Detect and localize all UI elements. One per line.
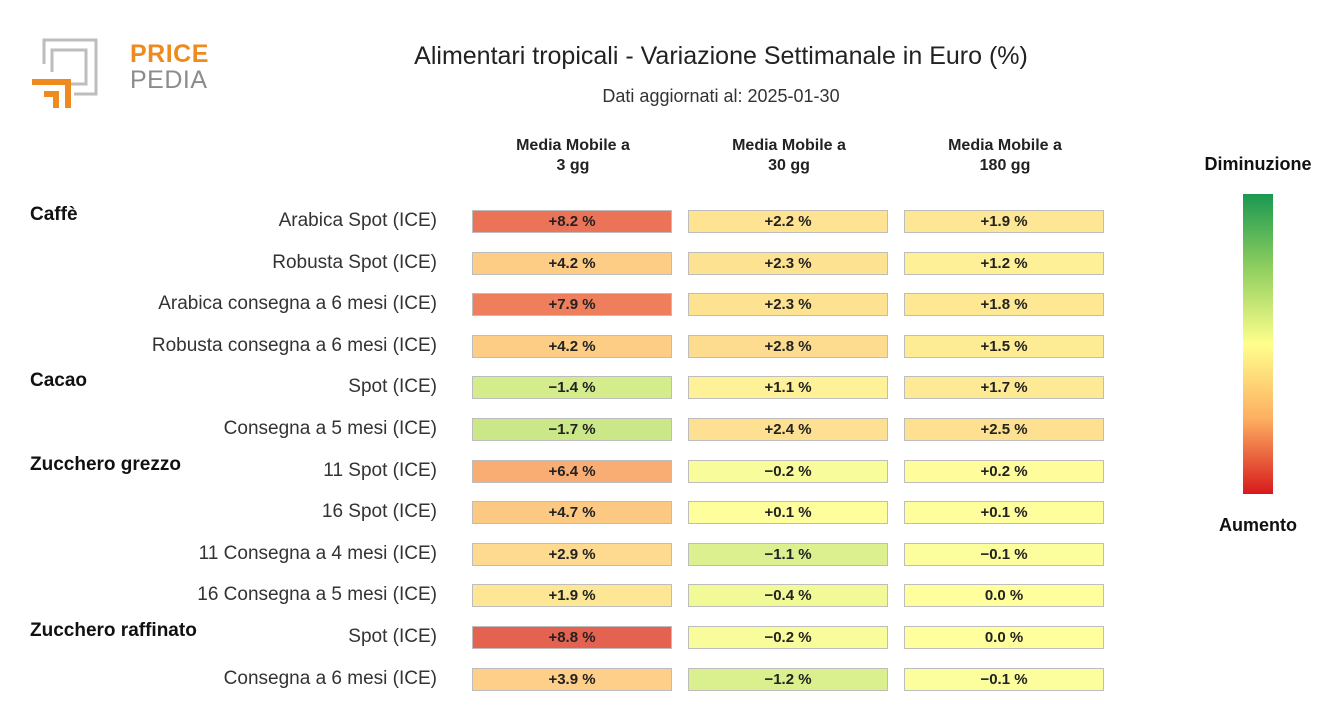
pricepedia-logo: PRICE PEDIA: [30, 38, 208, 110]
heatmap-cell: +6.4 %: [472, 459, 672, 483]
heatmap-cell: +4.2 %: [472, 334, 672, 358]
row-label: Consegna a 6 mesi (ICE): [223, 667, 437, 689]
heatmap-cell: −1.7 %: [472, 418, 672, 441]
row-label: 11 Spot (ICE): [323, 459, 437, 481]
heatmap-cell: −1.1 %: [688, 542, 888, 566]
column-header-line1: Media Mobile a: [732, 137, 846, 154]
heatmap-cell: −1.4 %: [472, 376, 672, 400]
heatmap-cell: +1.2 %: [904, 251, 1104, 275]
column-header-3gg: Media Mobile a 3 gg: [472, 136, 674, 176]
legend-top-label: Diminuzione: [1204, 154, 1312, 174]
row-label: Robusta consegna a 6 mesi (ICE): [151, 334, 437, 356]
heatmap-cell: +0.1 %: [904, 501, 1104, 525]
heatmap-cell: 0.0 %: [904, 584, 1104, 608]
row-label: Arabica Spot (ICE): [278, 210, 437, 231]
row-label: Consegna a 5 mesi (ICE): [223, 418, 437, 439]
heatmap-cell: −0.1 %: [904, 542, 1104, 566]
heatmap-cell: +0.2 %: [904, 459, 1104, 483]
heatmap-cell: +1.1 %: [688, 376, 888, 400]
column-header-line1: Media Mobile a: [516, 137, 630, 154]
heatmap-cell: +4.2 %: [472, 251, 672, 275]
column-header-line2: 180 gg: [979, 157, 1031, 174]
heatmap-cell: +0.1 %: [688, 501, 888, 525]
heatmap-cell: −0.4 %: [688, 584, 888, 608]
legend-bottom-label: Aumento: [1219, 515, 1297, 535]
heatmap-cell: +2.5 %: [904, 418, 1104, 441]
heatmap-cell: +8.2 %: [472, 210, 672, 233]
heatmap-cell: +1.9 %: [472, 584, 672, 608]
column-header-30gg: Media Mobile a 30 gg: [688, 136, 890, 176]
row-label: Arabica consegna a 6 mesi (ICE): [158, 293, 437, 315]
heatmap-cell: +7.9 %: [472, 293, 672, 317]
heatmap-cell: +2.9 %: [472, 542, 672, 566]
heatmap-cell: −0.2 %: [688, 626, 888, 649]
heatmap-cell: +1.7 %: [904, 376, 1104, 400]
row-label: 16 Consegna a 5 mesi (ICE): [197, 584, 437, 606]
heatmap-cell: −0.1 %: [904, 667, 1104, 691]
heatmap-cell: +1.8 %: [904, 293, 1104, 317]
chart-title: Alimentari tropicali - Variazione Settim…: [414, 42, 1028, 70]
group-label: Zucchero grezzo: [30, 453, 181, 475]
color-scale-bar: [1243, 194, 1273, 494]
heatmap-cell: +8.8 %: [472, 626, 672, 649]
column-header-line2: 3 gg: [556, 157, 590, 174]
heatmap-cell: +2.3 %: [688, 251, 888, 275]
row-label: Robusta Spot (ICE): [272, 251, 437, 273]
row-label: 11 Consegna a 4 mesi (ICE): [198, 542, 437, 564]
heatmap-cell: −1.2 %: [688, 667, 888, 691]
heatmap-cell: +3.9 %: [472, 667, 672, 691]
logo-price-text: PRICE: [130, 40, 209, 68]
heatmap-cell: +4.7 %: [472, 501, 672, 525]
row-label: Spot (ICE): [348, 376, 437, 398]
column-header-line1: Media Mobile a: [948, 137, 1062, 154]
row-label: 16 Spot (ICE): [321, 501, 437, 523]
column-header-180gg: Media Mobile a 180 gg: [904, 136, 1106, 176]
pricepedia-logo-mark: [32, 38, 98, 108]
heatmap-cell: 0.0 %: [904, 626, 1104, 649]
heatmap-cell: +1.5 %: [904, 334, 1104, 358]
logo-pedia-text: PEDIA: [130, 66, 208, 94]
group-label: Cacao: [30, 370, 88, 392]
heatmap-cell: +2.3 %: [688, 293, 888, 317]
row-label: Spot (ICE): [348, 626, 437, 647]
heatmap-cell: +2.8 %: [688, 334, 888, 358]
group-label: Zucchero raffinato: [30, 620, 197, 641]
chart-subtitle: Dati aggiornati al: 2025-01-30: [602, 86, 840, 106]
group-label: Caffè: [30, 204, 78, 225]
heatmap-cell: +2.2 %: [688, 210, 888, 233]
column-header-line2: 30 gg: [768, 157, 810, 174]
heatmap-cell: +1.9 %: [904, 210, 1104, 233]
heatmap-cell: +2.4 %: [688, 418, 888, 441]
heatmap-cell: −0.2 %: [688, 459, 888, 483]
